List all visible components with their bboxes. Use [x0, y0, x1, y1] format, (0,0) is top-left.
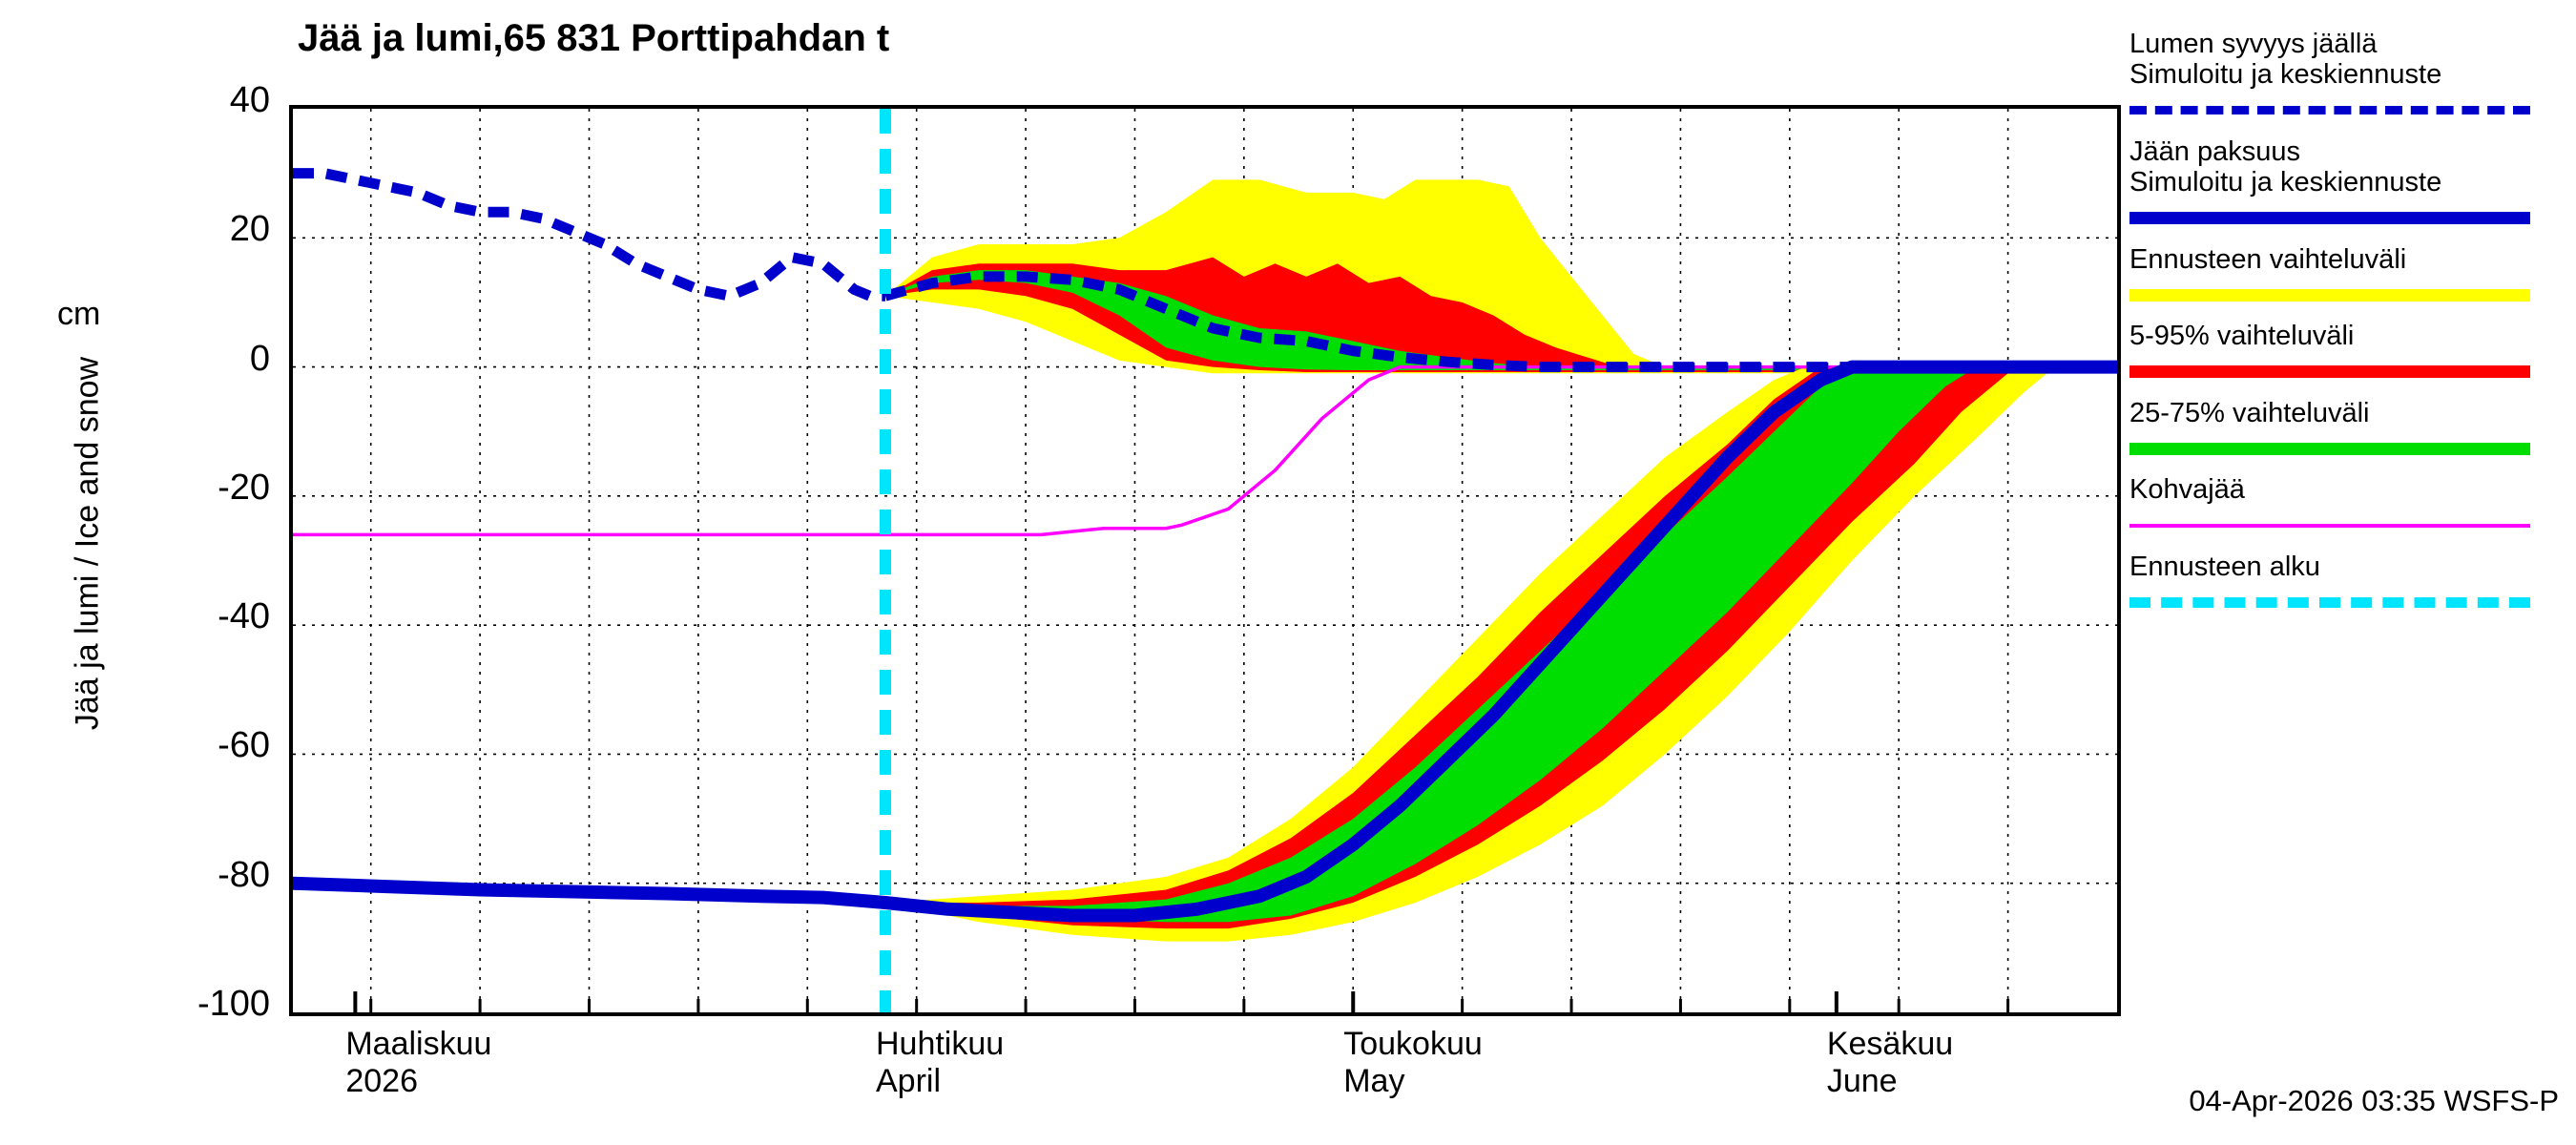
legend-item: Lumen syvyys jäällä Simuloitu ja keskienn…	[2129, 29, 2576, 127]
legend-item-label: Jään paksuus	[2129, 135, 2300, 167]
legend-item-label: 25-75% vaihteluväli	[2129, 397, 2370, 428]
legend-item-sublabel: Simuloitu ja keskiennuste	[2129, 59, 2442, 91]
y-axis-unit: cm	[57, 296, 101, 332]
footer-timestamp: 04-Apr-2026 03:35 WSFS-P	[2189, 1084, 2559, 1117]
legend-swatch	[2129, 432, 2576, 465]
y-tick-label: 20	[229, 209, 270, 250]
legend-swatch	[2129, 202, 2576, 235]
plot-area	[289, 105, 2121, 1016]
legend-item-label: Ennusteen alku	[2129, 551, 2320, 582]
y-tick-label: 40	[229, 80, 270, 120]
legend-swatch	[2129, 94, 2576, 127]
x-tick-label: Huhtikuu April	[875, 1026, 1005, 1099]
legend-item-label: Ennusteen vaihteluväli	[2129, 243, 2407, 275]
y-tick-label: -80	[218, 854, 270, 895]
legend-item: Ennusteen vaihteluväli	[2129, 244, 2576, 311]
x-tick-label: Toukokuu May	[1343, 1026, 1483, 1099]
legend-item-label: 5-95% vaihteluväli	[2129, 321, 2355, 352]
x-tick-label: Kesäkuu June	[1826, 1026, 1954, 1099]
legend-item-label: Lumen syvyys jäällä	[2129, 29, 2378, 59]
legend-swatch	[2129, 510, 2576, 542]
y-tick-label: -60	[218, 725, 270, 766]
legend: Lumen syvyys jäällä Simuloitu ja keskienn…	[2129, 29, 2576, 628]
legend-item-label: Kohvajää	[2129, 474, 2245, 506]
legend-item: Kohvajää	[2129, 474, 2576, 541]
legend-item: Jään paksuus Simuloitu ja keskiennuste	[2129, 136, 2576, 235]
legend-swatch	[2129, 356, 2576, 388]
legend-item: Ennusteen alku	[2129, 552, 2576, 618]
legend-item: 5-95% vaihteluväli	[2129, 321, 2576, 387]
legend-swatch	[2129, 586, 2576, 618]
legend-item: 25-75% vaihteluväli	[2129, 398, 2576, 465]
y-tick-label: -100	[197, 984, 270, 1024]
y-tick-label: -40	[218, 596, 270, 637]
y-tick-label: 0	[249, 338, 270, 379]
y-tick-label: -20	[218, 467, 270, 508]
legend-swatch	[2129, 279, 2576, 311]
legend-item-sublabel: Simuloitu ja keskiennuste	[2129, 167, 2442, 198]
chart-canvas	[293, 109, 2117, 1012]
x-tick-label: Maaliskuu 2026	[345, 1026, 492, 1099]
page-title: Jää ja lumi,65 831 Porttipahdan t	[298, 17, 890, 59]
